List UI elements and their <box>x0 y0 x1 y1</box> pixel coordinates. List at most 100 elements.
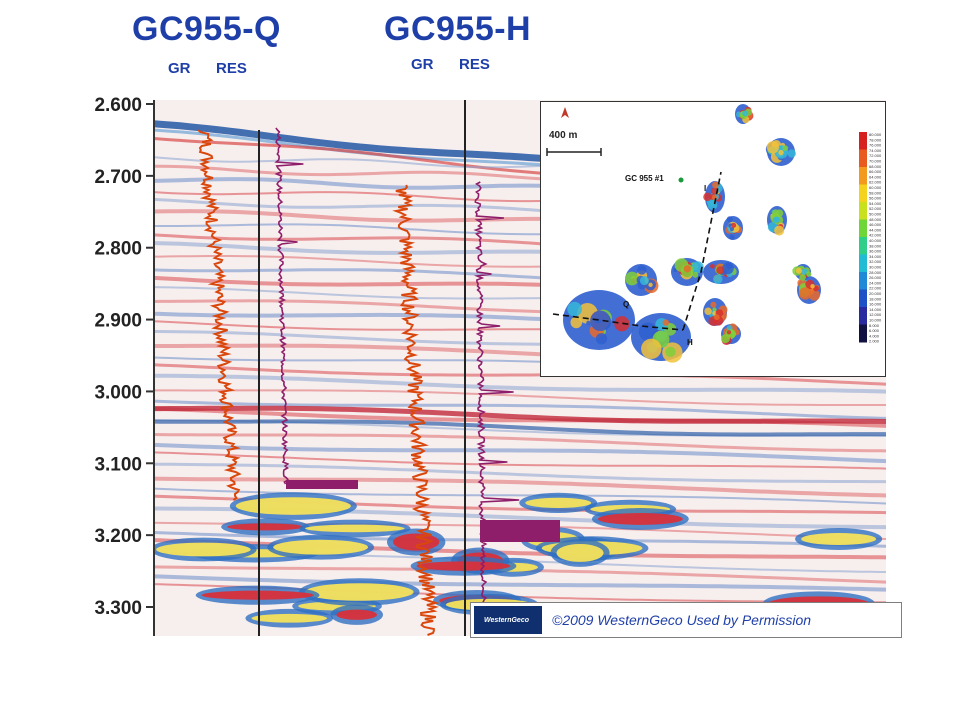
bright-amplitude <box>597 513 683 525</box>
reflector <box>154 442 886 464</box>
amplitude-speckle <box>713 314 720 321</box>
amplitude-speckle <box>710 263 715 269</box>
colorbar-segment <box>859 167 867 185</box>
colorbar-label: 22.000 <box>869 286 882 291</box>
amplitude-speckle <box>713 274 723 284</box>
colorbar-segment <box>859 307 867 325</box>
colorbar-label: 68.000 <box>869 164 882 169</box>
amplitude-map: 80.00078.00076.00074.00072.00070.00068.0… <box>546 104 882 363</box>
amplitude-speckle <box>782 145 789 152</box>
colorbar-label: 52.000 <box>869 206 882 211</box>
depth-tick-label: 3.100 <box>94 454 142 475</box>
colorbar-label: 80.000 <box>869 132 882 137</box>
amplitude-speckle <box>707 200 718 210</box>
colorbar-label: 60.000 <box>869 185 882 190</box>
depth-tick-label: 2.900 <box>94 311 142 332</box>
res-spike <box>480 520 560 542</box>
reflector <box>154 405 886 425</box>
reflector <box>154 487 886 505</box>
reflector <box>154 363 886 386</box>
amplitude-speckle <box>704 307 712 315</box>
amplitude-speckle <box>639 276 649 286</box>
map-inset: 80.000 78.000 76.000 74.000 72.000 70.000 68.0… <box>540 101 886 377</box>
colorbar-label: 26.000 <box>869 275 882 280</box>
colorbar-label: 8.000 <box>869 323 880 328</box>
well-logs <box>197 127 560 636</box>
amplitude-speckle <box>742 110 749 117</box>
reflector <box>154 373 886 394</box>
colorbar-label: 6.000 <box>869 328 880 333</box>
well-gc955-marker <box>678 177 684 183</box>
amplitude-speckle <box>683 265 691 273</box>
amplitude-speckle <box>586 320 591 326</box>
depth-tick-label: 2.600 <box>94 95 142 116</box>
well-label: GC 955 #1 <box>625 174 664 183</box>
amplitude-speckle <box>595 333 608 345</box>
colorbar-label: 20.000 <box>869 291 882 296</box>
log-curve <box>392 184 440 636</box>
amplitude-speckle <box>567 301 582 317</box>
section-line-2 <box>682 171 722 331</box>
bright-amplitude <box>416 561 511 571</box>
bright-amplitude <box>525 497 592 509</box>
amplitude-speckle <box>806 271 812 277</box>
scale-label: 400 m <box>549 130 578 141</box>
colorbar-label: 56.000 <box>869 196 882 201</box>
bright-amplitude <box>556 543 604 562</box>
amplitude-speckle <box>729 234 735 240</box>
bright-amplitude <box>273 539 369 555</box>
amplitude-speckle <box>774 225 785 236</box>
colorbar-segment <box>859 219 867 238</box>
reflector <box>154 451 886 470</box>
reflector <box>154 389 886 406</box>
westerngeco-logo: WesternGeco <box>474 606 542 634</box>
well-h-res-label: RES <box>459 56 490 73</box>
amplitude-speckle <box>766 141 780 154</box>
bright-amplitude <box>336 609 377 620</box>
colorbar-label: 62.000 <box>869 180 882 185</box>
colorbar-label: 66.000 <box>869 169 882 174</box>
amplitude-speckle <box>614 316 630 332</box>
colorbar-segment <box>859 184 867 203</box>
colorbar-label: 12.000 <box>869 312 882 317</box>
colorbar-label: 58.000 <box>869 190 882 195</box>
colorbar-label: 48.000 <box>869 217 882 222</box>
bright-amplitude <box>304 583 414 601</box>
colorbar-label: 72.000 <box>869 153 882 158</box>
amplitude-speckle <box>716 266 725 275</box>
amplitude-speckle <box>648 282 653 288</box>
amplitude-speckle <box>772 216 779 223</box>
amplitude-speckle <box>712 311 717 316</box>
colorbar-label: 32.000 <box>869 259 882 264</box>
depth-tick-label: 2.800 <box>94 239 142 260</box>
colorbar-segment <box>859 149 867 168</box>
amplitude-speckle <box>665 346 676 358</box>
log-curve <box>197 129 242 501</box>
bright-amplitude <box>156 542 251 557</box>
colorbar-segment <box>859 272 867 290</box>
amplitude-speckle <box>722 262 734 275</box>
amplitude-speckle <box>712 307 717 312</box>
amplitude-speckle <box>641 338 662 359</box>
well-h-gr-label: GR <box>411 56 434 73</box>
bright-amplitude <box>393 533 440 551</box>
colorbar-label: 10.000 <box>869 318 882 323</box>
colorbar-label: 24.000 <box>869 280 882 285</box>
reflector <box>154 433 886 453</box>
reflector <box>154 476 886 498</box>
colorbar-segment <box>859 254 867 273</box>
colorbar-label: 28.000 <box>869 270 882 275</box>
colorbar-label: 2.000 <box>869 339 880 344</box>
reflector <box>154 399 886 420</box>
colorbar-segment <box>859 237 867 255</box>
colorbar-label: 14.000 <box>869 307 882 312</box>
amplitude-speckle <box>662 319 670 326</box>
amplitude-speckle <box>795 267 802 274</box>
bright-amplitude <box>201 590 314 600</box>
amplitude-speckle <box>721 334 730 344</box>
amplitude-speckle <box>800 268 808 276</box>
reflector <box>154 419 886 437</box>
colorbar-label: 44.000 <box>869 227 882 232</box>
amplitude-speckle <box>710 301 717 308</box>
bright-amplitude <box>305 524 405 533</box>
